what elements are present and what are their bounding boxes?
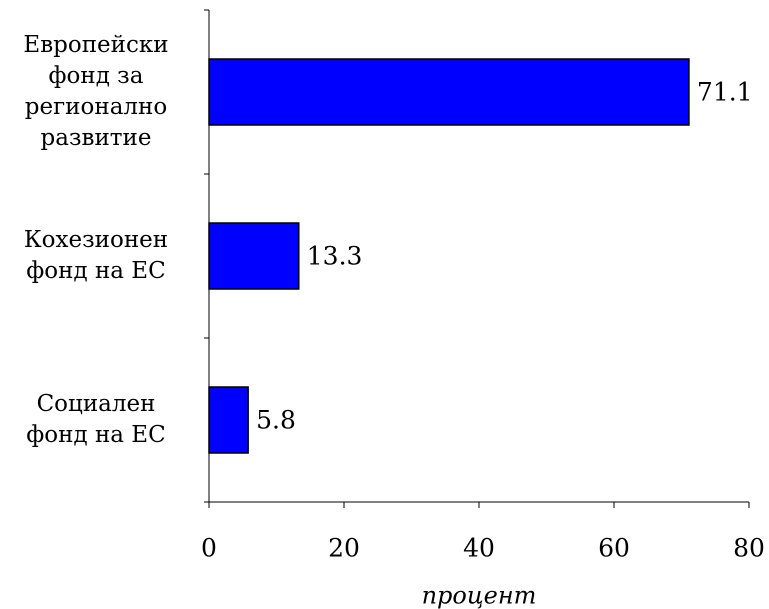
x-tick-label: 40 bbox=[463, 534, 495, 563]
x-tick-label: 60 bbox=[598, 534, 630, 563]
x-axis-title: процент bbox=[422, 582, 537, 609]
value-label: 71.1 bbox=[697, 78, 753, 107]
x-tick-label: 20 bbox=[328, 534, 360, 563]
x-tick-label: 0 bbox=[201, 534, 217, 563]
y-tick-label: Социален фонд на ЕС bbox=[26, 391, 166, 448]
y-tick-label: Европейски фонд за регионално развитие bbox=[23, 32, 169, 151]
value-label: 5.8 bbox=[256, 406, 296, 435]
bar bbox=[208, 386, 249, 454]
value-label: 13.3 bbox=[307, 242, 363, 271]
y-tick-label: Кохезионен фонд на ЕС bbox=[23, 227, 169, 284]
bar bbox=[208, 222, 300, 290]
x-tick-label: 80 bbox=[733, 534, 765, 563]
bar bbox=[208, 58, 690, 126]
